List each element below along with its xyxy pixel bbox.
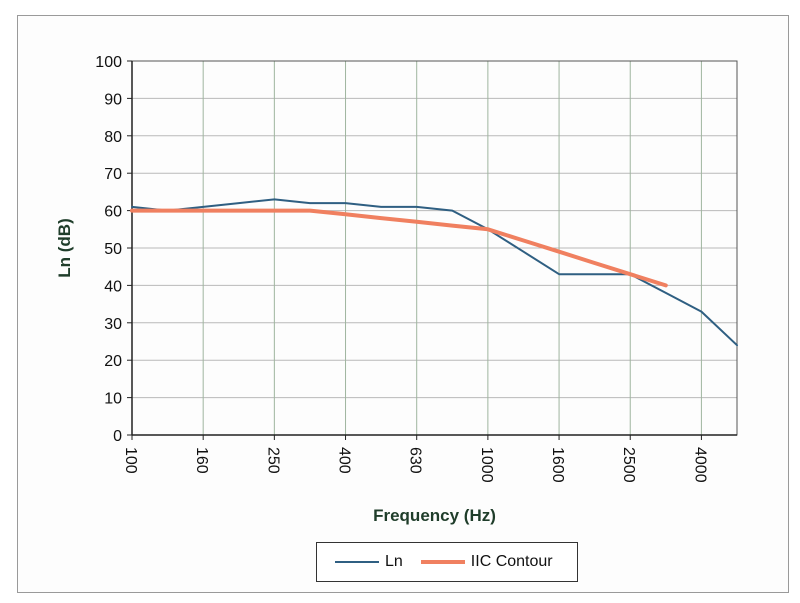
x-tick-labels: 100 160 250 400 630 1000 1600 2500 4000: [122, 435, 708, 483]
y-tick-label-50: 50: [104, 241, 122, 258]
x-tick-label-2500: 2500: [620, 447, 637, 483]
x-tick-label-160: 160: [193, 447, 210, 474]
y-tick-label-100: 100: [95, 54, 122, 71]
y-tick-label-70: 70: [104, 166, 122, 183]
y-tick-label-20: 20: [104, 353, 122, 370]
series-lines: [130, 198, 738, 347]
legend-swatch-iic-contour: [420, 560, 465, 564]
x-tick-label-1000: 1000: [478, 447, 495, 483]
x-tick-label-630: 630: [407, 447, 424, 474]
y-tick-label-10: 10: [104, 391, 122, 408]
series-line-ln: [131, 198, 738, 347]
y-axis-title: Ln (dB): [55, 218, 74, 277]
chart-frame: 0 10 20 30 40 50 60 70 80 90 100 100 160 250 400 630 10…: [17, 15, 789, 593]
legend: Ln IIC Contour: [316, 542, 578, 582]
y-tick-label-40: 40: [104, 278, 122, 295]
y-tick-label-30: 30: [104, 316, 122, 333]
x-tick-label-1600: 1600: [549, 447, 566, 483]
y-tick-label-80: 80: [104, 129, 122, 146]
y-tick-label-60: 60: [104, 204, 122, 221]
y-tick-labels: 0 10 20 30 40 50 60 70 80 90 100: [95, 54, 132, 445]
legend-swatch-ln: [335, 561, 379, 563]
series-line-iic-contour: [130, 208, 668, 288]
x-tick-label-4000: 4000: [691, 447, 708, 483]
legend-label-ln: Ln: [385, 553, 403, 570]
legend-label-iic-contour: IIC Contour: [470, 553, 553, 570]
legend-item-ln: Ln: [335, 553, 403, 571]
grid-lines: [131, 60, 737, 436]
x-tick-label-250: 250: [264, 447, 281, 474]
legend-item-iic-contour: IIC Contour: [420, 553, 553, 571]
x-axis-title: Frequency (Hz): [373, 506, 496, 525]
y-tick-label-0: 0: [113, 428, 122, 445]
x-tick-label-400: 400: [336, 447, 353, 474]
x-tick-label-100: 100: [122, 447, 139, 474]
y-tick-label-90: 90: [104, 91, 122, 108]
